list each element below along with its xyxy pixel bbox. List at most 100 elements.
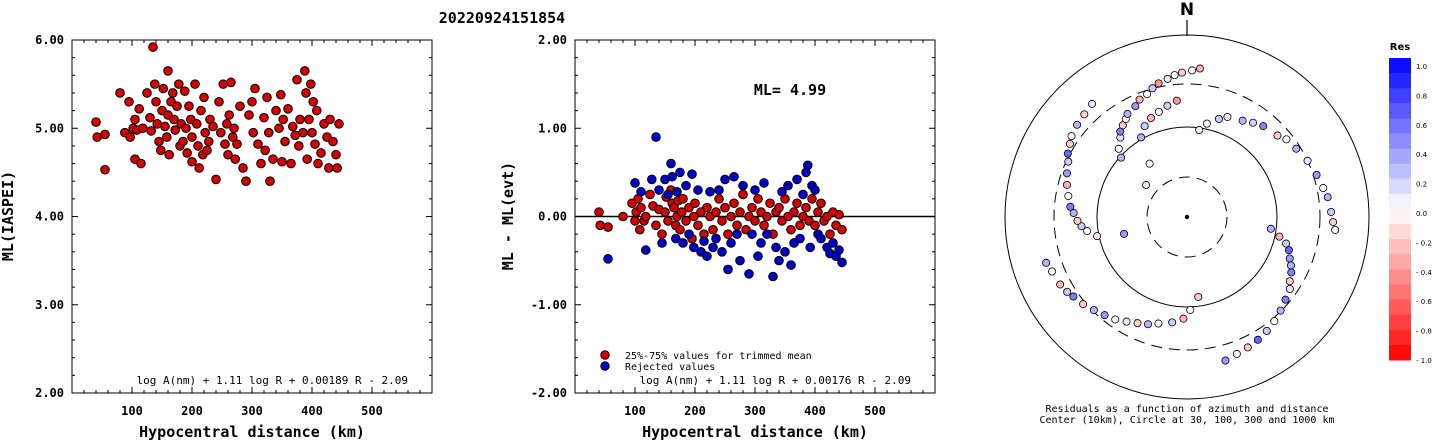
ml-point	[264, 127, 274, 138]
station-residual-point	[1118, 121, 1127, 130]
station-residual-point	[1170, 71, 1179, 80]
colorbar-label: 0.8	[1416, 92, 1427, 100]
legend-marker-rejected	[600, 361, 610, 371]
station-residual-point	[1073, 120, 1082, 129]
trimmed-point	[669, 202, 679, 213]
y-tick-label: 4.00	[35, 210, 64, 224]
ml-point	[325, 114, 335, 125]
ml-point	[168, 88, 178, 98]
ml-point	[200, 127, 210, 138]
x-tick-label: 500	[361, 404, 383, 418]
ml-y-axis-label: ML(IASPEI)	[0, 171, 17, 261]
ml-point	[163, 66, 173, 76]
ml-point	[100, 164, 110, 175]
rejected-point	[753, 251, 763, 262]
y-tick-label: 3.00	[35, 298, 64, 312]
station-residual-point	[1249, 118, 1258, 127]
station-residual-point	[1266, 224, 1275, 233]
colorbar-swatch	[1389, 239, 1411, 255]
trimmed-point	[738, 189, 748, 200]
ml-point	[229, 123, 239, 134]
ml-point	[169, 114, 179, 125]
station-residual-point	[1202, 119, 1211, 128]
station-residual-point	[1133, 319, 1142, 328]
station-residual-point	[1273, 131, 1282, 140]
colorbar-swatch	[1389, 73, 1411, 89]
ml-point	[262, 92, 272, 103]
residual-y-axis-label: ML - ML(evt)	[499, 162, 517, 270]
trimmed-point	[810, 220, 820, 231]
station-residual-point	[1253, 335, 1262, 344]
ml-point	[307, 127, 317, 138]
x-tick-label: 100	[121, 404, 143, 418]
station-residual-point	[1063, 149, 1072, 158]
trimmed-point	[702, 202, 712, 213]
station-residual-point	[1093, 232, 1102, 241]
ml-point	[256, 158, 266, 169]
trimmed-point	[681, 216, 691, 226]
trimmed-point	[801, 202, 811, 213]
trimmed-point	[630, 216, 640, 226]
trimmed-point	[689, 211, 699, 222]
x-tick-label: 300	[241, 404, 263, 418]
station-residual-point	[1285, 285, 1294, 294]
rejected-point	[771, 242, 781, 253]
polar-caption-line1: Residuals as a function of azimuth and d…	[1046, 404, 1329, 415]
ring-300km	[1053, 83, 1321, 351]
rejected-point	[747, 229, 757, 239]
trimmed-point	[759, 220, 769, 231]
trimmed-point	[774, 202, 784, 213]
trimmed-point	[765, 198, 775, 209]
x-tick-label: 400	[804, 404, 826, 418]
rejected-point	[780, 247, 790, 257]
ml-point	[232, 139, 242, 149]
rejected-point	[693, 185, 703, 195]
colorbar-label: 0.4	[1416, 151, 1428, 159]
station-residual-point	[1172, 96, 1181, 105]
station-residual-point	[1154, 319, 1163, 328]
trimmed-point	[708, 224, 718, 235]
colorbar-swatch	[1389, 178, 1411, 195]
ml-point	[202, 145, 212, 156]
station-residual-point	[1232, 349, 1241, 358]
trimmed-point	[786, 224, 796, 235]
trimmed-point	[795, 220, 805, 231]
station-residual-point	[1154, 107, 1163, 116]
station-residual-point	[1163, 74, 1172, 83]
y-tick-label: 5.00	[35, 121, 64, 135]
trimmed-point	[834, 209, 844, 220]
rejected-point	[651, 132, 661, 142]
ml-point	[313, 158, 323, 169]
ml-point	[124, 96, 134, 107]
colorbar-label: - 0.2	[1416, 239, 1432, 247]
ml-point	[194, 163, 204, 173]
station-residual-point	[1048, 267, 1057, 276]
trimmed-point	[726, 211, 736, 222]
rejected-point	[636, 186, 646, 197]
rejected-point	[684, 229, 694, 239]
rejected-point	[687, 169, 697, 179]
station-residual-point	[1062, 180, 1071, 189]
x-tick-label: 200	[181, 404, 203, 418]
trimmed-point	[723, 229, 733, 239]
rejected-point	[810, 185, 820, 195]
ml-point	[148, 42, 158, 52]
ml-point	[223, 149, 233, 160]
station-residual-point	[1122, 317, 1131, 326]
rejected-point	[732, 229, 742, 239]
trimmed-point	[678, 194, 688, 204]
ml-point	[288, 121, 298, 132]
ml-point	[260, 145, 271, 156]
ml-point	[292, 74, 302, 85]
station-residual-point	[1064, 157, 1073, 166]
rejected-point	[798, 189, 808, 200]
y-tick-label: 1.00	[538, 121, 567, 135]
rejected-point	[667, 171, 678, 182]
x-tick-label: 500	[864, 404, 886, 418]
station-residual-point	[1146, 114, 1155, 123]
x-tick-label: 100	[624, 404, 646, 418]
trimmed-point	[618, 211, 628, 222]
residual-formula: log A(nm) + 1.11 log R + 0.00176 R - 2.0…	[639, 374, 911, 387]
station-residual-point	[1142, 181, 1151, 190]
station-residual-point	[1100, 311, 1109, 320]
